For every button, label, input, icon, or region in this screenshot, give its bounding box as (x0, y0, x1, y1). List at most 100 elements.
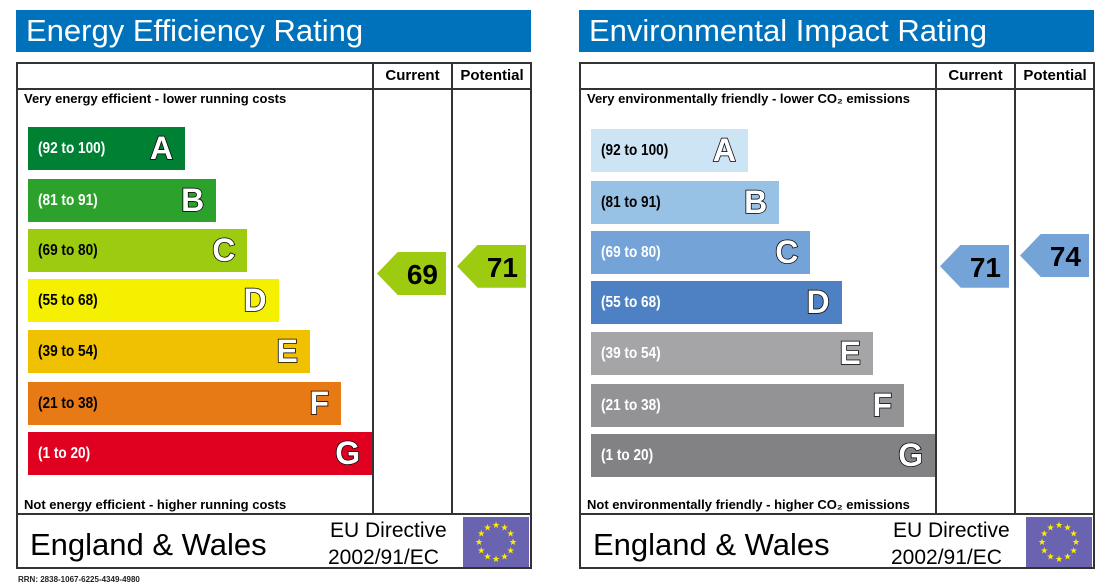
rating-band-c: (69 to 80) C (28, 229, 248, 272)
band-range: (69 to 80) (601, 244, 661, 261)
directive-line2: 2002/91/EC (891, 546, 1002, 569)
directive-line1: EU Directive (893, 519, 1010, 542)
rating-band-a: (92 to 100) A (591, 129, 748, 172)
svg-text:★: ★ (1072, 537, 1080, 547)
svg-text:★: ★ (507, 546, 515, 556)
svg-text:★: ★ (483, 522, 491, 532)
top-note: Very energy efficient - lower running co… (24, 91, 287, 106)
rating-band-b: (81 to 91) B (591, 181, 780, 224)
rating-band-d: (55 to 68) D (591, 281, 842, 324)
column-divider (372, 62, 374, 514)
svg-text:★: ★ (1038, 537, 1046, 547)
band-range: (81 to 91) (601, 194, 661, 211)
band-letter: B (743, 183, 768, 221)
band-range: (92 to 100) (601, 142, 669, 159)
column-header-current: Current (948, 67, 1003, 84)
rating-band-f: (21 to 38) F (28, 382, 341, 425)
svg-text:★: ★ (1040, 529, 1048, 539)
footer-divider (16, 513, 532, 515)
band-letter: D (806, 283, 831, 321)
column-header-current: Current (385, 67, 440, 84)
potential-rating-value: 71 (486, 251, 518, 283)
header-divider (16, 88, 532, 90)
svg-text:★: ★ (1070, 546, 1078, 556)
svg-text:★: ★ (507, 529, 515, 539)
band-range: (55 to 68) (38, 292, 98, 309)
svg-text:★: ★ (1046, 552, 1054, 562)
svg-text:★: ★ (500, 522, 508, 532)
svg-text:★: ★ (477, 546, 485, 556)
band-range: (39 to 54) (38, 343, 98, 360)
current-rating-value: 69 (406, 259, 438, 290)
top-note: Very environmentally friendly - lower CO… (587, 91, 910, 106)
svg-text:★: ★ (1046, 522, 1054, 532)
column-divider (935, 62, 937, 514)
band-range: (55 to 68) (601, 294, 661, 311)
rating-band-f: (21 to 38) F (591, 384, 904, 427)
svg-text:★: ★ (475, 537, 483, 547)
country-label: England & Wales (593, 527, 830, 562)
band-letter: C (775, 233, 800, 271)
band-range: (81 to 91) (38, 192, 98, 209)
column-divider (451, 62, 453, 514)
svg-text:★: ★ (492, 520, 500, 530)
band-letter: B (180, 181, 205, 219)
band-letter: E (276, 332, 299, 370)
band-range: (21 to 38) (601, 397, 661, 414)
band-letter: A (712, 131, 737, 169)
rating-band-c: (69 to 80) C (591, 231, 811, 274)
potential-rating-value: 74 (1049, 241, 1081, 272)
svg-text:★: ★ (509, 537, 517, 547)
column-header-potential: Potential (1023, 67, 1087, 84)
rating-band-d: (55 to 68) D (28, 279, 279, 322)
rating-band-b: (81 to 91) B (28, 179, 217, 222)
band-range: (69 to 80) (38, 242, 98, 259)
header-divider (579, 88, 1095, 90)
svg-text:★: ★ (483, 552, 491, 562)
band-letter: D (243, 281, 268, 319)
band-letter: A (149, 129, 174, 167)
svg-text:★: ★ (1063, 522, 1071, 532)
rating-band-g: (1 to 20) G (591, 434, 936, 477)
rating-band-e: (39 to 54) E (28, 330, 310, 373)
rating-table (579, 62, 1095, 569)
band-range: (1 to 20) (601, 447, 654, 464)
band-letter: C (212, 231, 237, 269)
svg-text:★: ★ (1070, 529, 1078, 539)
svg-text:★: ★ (1055, 520, 1063, 530)
column-header-potential: Potential (460, 67, 524, 84)
svg-text:★: ★ (477, 529, 485, 539)
svg-text:★: ★ (1055, 554, 1063, 564)
band-range: (92 to 100) (38, 140, 106, 157)
rrn-text: RRN: 2838-1067-6225-4349-4980 (18, 575, 140, 584)
band-range: (21 to 38) (38, 395, 98, 412)
rating-band-a: (92 to 100) A (28, 127, 185, 170)
band-letter: E (839, 334, 862, 372)
svg-text:★: ★ (1063, 552, 1071, 562)
chart-title: Environmental Impact Rating (579, 10, 1094, 52)
rating-band-g: (1 to 20) G (28, 432, 373, 475)
band-letter: G (898, 436, 924, 474)
directive-line2: 2002/91/EC (328, 546, 439, 569)
potential-rating-arrow: 74 (1020, 234, 1089, 277)
band-range: (1 to 20) (38, 445, 91, 462)
band-letter: G (335, 434, 361, 472)
svg-text:★: ★ (1040, 546, 1048, 556)
rating-table (16, 62, 532, 569)
band-letter: F (309, 384, 330, 422)
band-letter: F (872, 386, 893, 424)
chart-title: Energy Efficiency Rating (16, 10, 531, 52)
bottom-note: Not energy efficient - higher running co… (24, 497, 287, 512)
column-divider (1014, 62, 1016, 514)
bottom-note: Not environmentally friendly - higher CO… (587, 497, 910, 512)
band-range: (39 to 54) (601, 345, 661, 362)
eu-flag-icon: ★ ★ ★ ★ ★ ★ ★ ★ ★ ★ ★ ★ (463, 517, 529, 567)
svg-text:★: ★ (492, 554, 500, 564)
country-label: England & Wales (30, 527, 267, 562)
current-rating-value: 71 (969, 251, 1001, 283)
directive-line1: EU Directive (330, 519, 447, 542)
eu-flag-icon: ★ ★ ★ ★ ★ ★ ★ ★ ★ ★ ★ ★ (1026, 517, 1092, 567)
svg-text:★: ★ (500, 552, 508, 562)
rating-band-e: (39 to 54) E (591, 332, 873, 375)
footer-divider (579, 513, 1095, 515)
